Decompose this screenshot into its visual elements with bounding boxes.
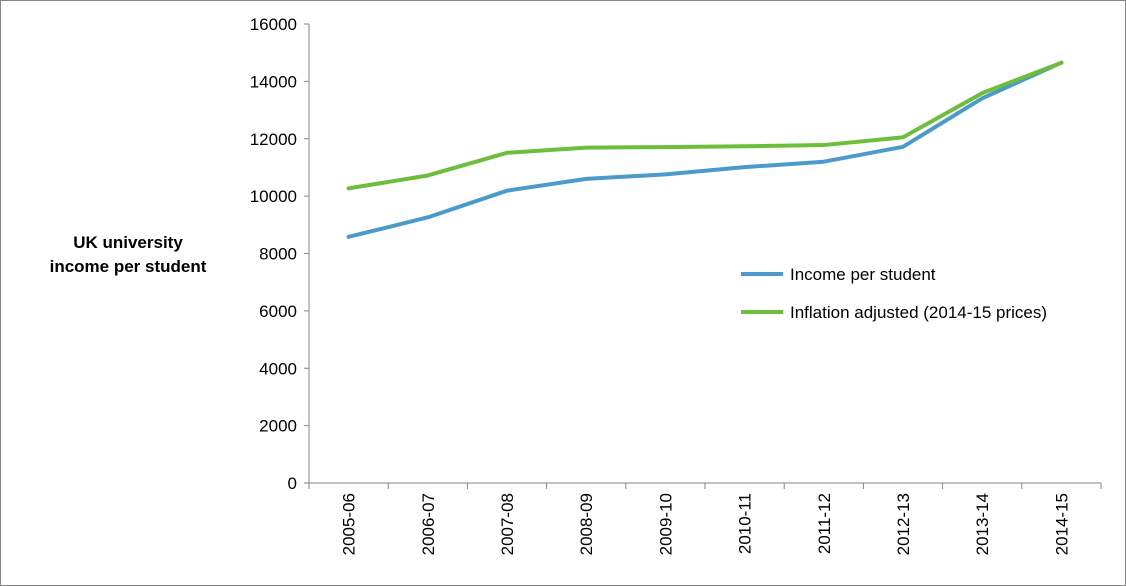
x-tick-label: 2010-11 — [736, 493, 755, 554]
x-tick-label: 2006-07 — [419, 493, 438, 555]
y-tick-label: 12000 — [250, 130, 297, 149]
series-line-2 — [346, 60, 1064, 191]
x-tick-label: 2014-15 — [1052, 493, 1071, 555]
y-tick-label: 4000 — [259, 359, 297, 378]
legend-label-2: Inflation adjusted (2014-15 prices) — [790, 303, 1047, 322]
y-tick-label: 16000 — [250, 15, 297, 34]
x-tick-label: 2007-08 — [498, 493, 517, 555]
legend-label-1: Income per student — [790, 265, 936, 284]
x-tick-label: 2008-09 — [577, 493, 596, 555]
y-tick-label: 8000 — [259, 245, 297, 264]
x-tick-label: 2012-13 — [894, 493, 913, 555]
y-tick-label: 2000 — [259, 417, 297, 436]
y-tick-label: 10000 — [250, 187, 297, 206]
y-tick-label: 6000 — [259, 302, 297, 321]
y-tick-label: 14000 — [250, 72, 297, 91]
x-tick-label: 2011-12 — [815, 493, 834, 554]
series-line-1 — [346, 60, 1064, 239]
x-tick-label: 2013-14 — [973, 493, 992, 555]
x-tick-label: 2009-10 — [656, 493, 675, 555]
x-tick-label: 2005-06 — [340, 493, 359, 555]
y-axis-label-line-1: UK university — [73, 233, 183, 252]
y-tick-label: 0 — [288, 474, 297, 493]
y-axis-label-line-2: income per student — [50, 257, 207, 276]
